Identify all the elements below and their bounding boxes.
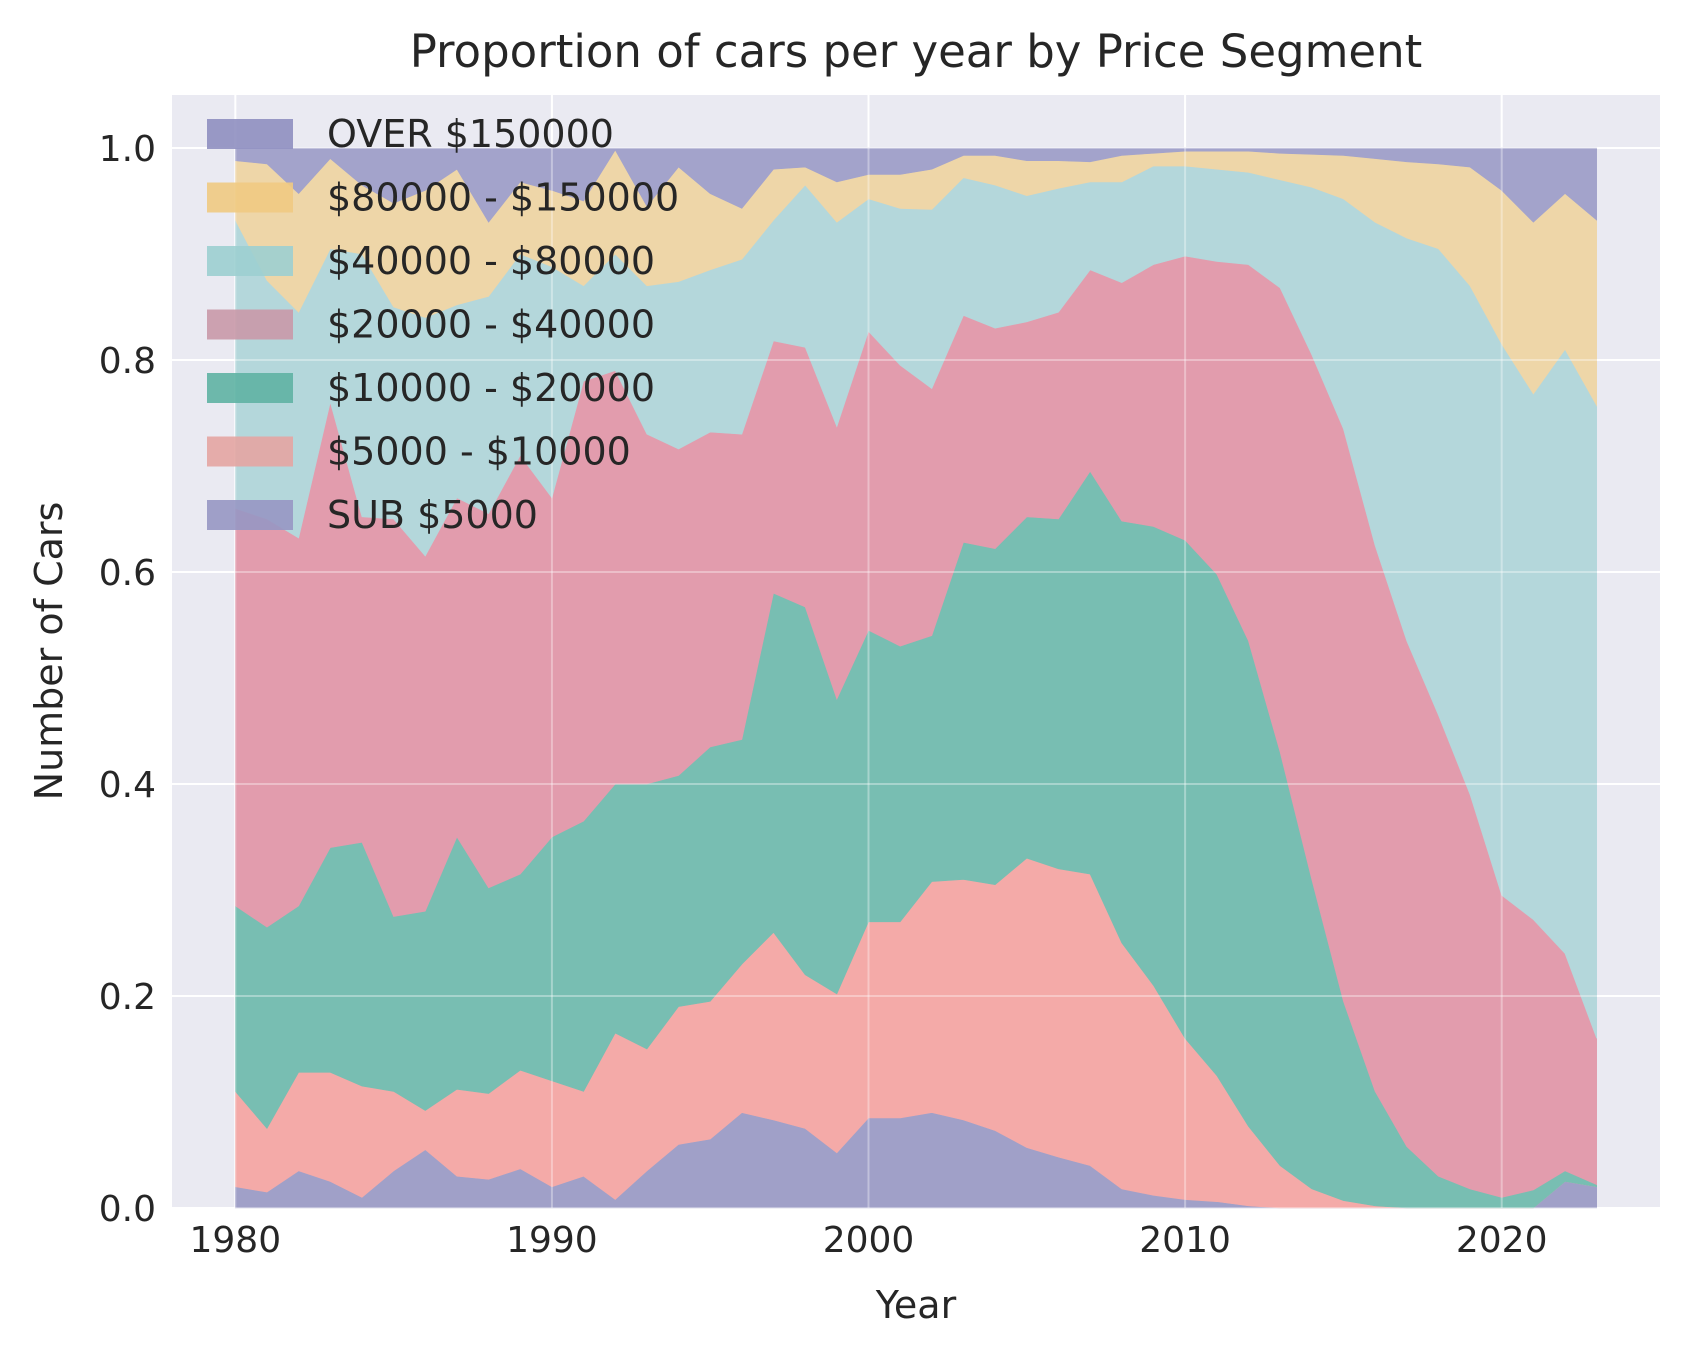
x-axis-label: Year (875, 1283, 957, 1327)
legend-swatch-sub-5000 (207, 500, 293, 530)
grid-overlay (172, 95, 1660, 1209)
area-over-150000 (235, 147, 1597, 223)
y-axis-ticks: 0.0 0.2 0.4 0.6 0.8 1.0 (99, 129, 156, 1230)
legend-swatch-over-150000 (207, 119, 293, 149)
legend-swatch-40000-80000 (207, 246, 293, 276)
legend-label-20000-40000: $20000 - $40000 (327, 303, 655, 347)
x-tick-label-2020: 2020 (1456, 1220, 1548, 1261)
y-axis-label: Number of Cars (27, 502, 71, 801)
legend-swatch-10000-20000 (207, 373, 293, 403)
chart-title: Proportion of cars per year by Price Seg… (410, 25, 1423, 78)
y-tick-label-3: 0.6 (99, 553, 156, 594)
x-tick-label-2010: 2010 (1139, 1220, 1231, 1261)
legend-label-40000-80000: $40000 - $80000 (327, 239, 655, 283)
legend-label-over-150000: OVER $150000 (327, 112, 614, 156)
legend: OVER $150000 $80000 - $150000 $40000 - $80… (207, 112, 679, 537)
legend-swatch-80000-150000 (207, 182, 293, 213)
stacked-areas (235, 147, 1597, 1209)
legend-swatch-20000-40000 (207, 309, 293, 340)
legend-swatch-5000-10000 (207, 436, 293, 467)
y-tick-label-0: 0.0 (99, 1189, 156, 1230)
legend-label-5000-10000: $5000 - $10000 (327, 430, 631, 474)
y-tick-label-5: 1.0 (99, 129, 156, 170)
y-tick-label-2: 0.4 (99, 765, 156, 806)
y-tick-label-4: 0.8 (99, 341, 156, 382)
x-axis-ticks: 1980 1990 2000 2010 2020 (190, 1220, 1548, 1261)
legend-label-10000-20000: $10000 - $20000 (327, 366, 655, 410)
x-tick-label-1990: 1990 (506, 1220, 598, 1261)
x-tick-label-1980: 1980 (190, 1220, 282, 1261)
y-tick-label-1: 0.2 (99, 977, 156, 1018)
x-tick-label-2000: 2000 (823, 1220, 915, 1261)
legend-label-80000-150000: $80000 - $150000 (327, 176, 679, 220)
legend-label-sub-5000: SUB $5000 (327, 493, 538, 537)
